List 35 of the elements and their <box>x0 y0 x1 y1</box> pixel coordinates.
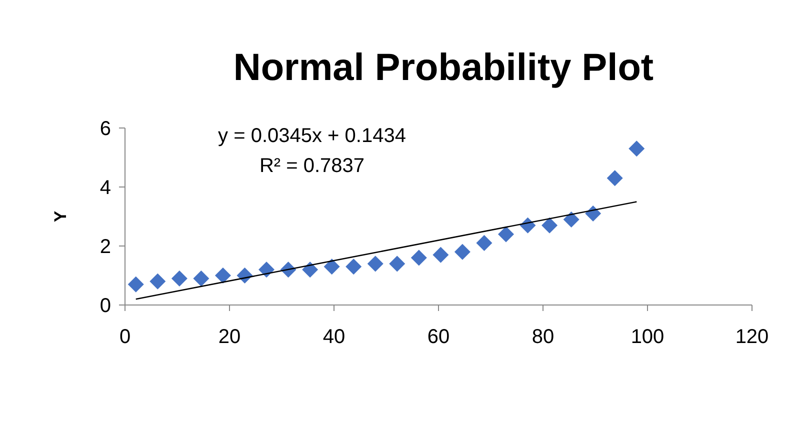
point <box>476 235 492 252</box>
point <box>498 226 514 242</box>
x-tick-label: 20 <box>218 326 241 348</box>
annotation: y = 0.0345x + 0.1434 <box>218 125 406 147</box>
x-tick-label: 0 <box>119 326 131 348</box>
point <box>128 276 144 292</box>
point <box>302 262 318 278</box>
chart-title: Normal Probability Plot <box>233 47 654 89</box>
point <box>606 170 623 186</box>
x-tick-label: 60 <box>427 326 450 348</box>
y-axis-title: Y <box>51 210 70 222</box>
y-tick-label: 6 <box>100 118 111 140</box>
point <box>150 273 166 290</box>
point <box>258 262 274 278</box>
point <box>432 246 449 263</box>
point <box>563 211 580 228</box>
x-tick-label: 100 <box>630 326 664 348</box>
x-tick-label: 80 <box>532 326 554 348</box>
y-tick-label: 4 <box>100 177 111 199</box>
point <box>542 217 558 234</box>
annotation: R² = 0.7837 <box>259 155 365 177</box>
point <box>171 270 188 286</box>
point <box>324 258 340 275</box>
point <box>410 250 427 266</box>
point <box>214 268 231 284</box>
point <box>193 270 210 286</box>
point <box>628 140 645 157</box>
x-tick-label: 40 <box>322 326 346 348</box>
point <box>454 244 470 260</box>
point <box>346 258 362 275</box>
y-tick-label: 2 <box>100 236 111 258</box>
x-tick-label: 120 <box>735 326 769 348</box>
point <box>367 256 384 272</box>
point <box>389 256 406 272</box>
y-tick-label: 0 <box>100 295 111 317</box>
